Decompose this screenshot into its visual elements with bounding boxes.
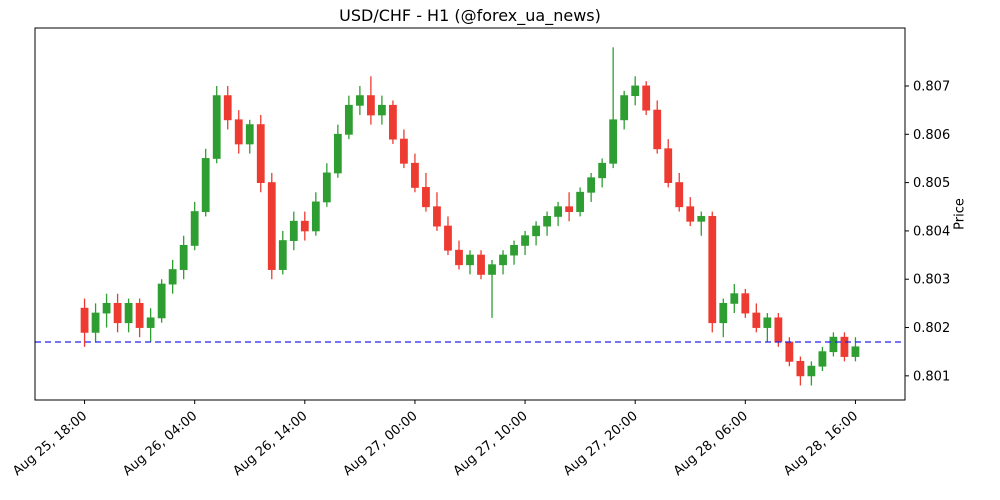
candle	[697, 211, 706, 236]
candle	[554, 201, 563, 227]
candle	[389, 100, 397, 144]
candle	[510, 240, 518, 265]
candle	[477, 250, 485, 280]
candle	[234, 110, 243, 154]
candle	[245, 119, 254, 154]
x-tick-label: Aug 26, 14:00	[230, 409, 310, 479]
y-tick-label: 0.802	[913, 321, 950, 336]
candle	[433, 192, 441, 231]
candle	[818, 346, 827, 372]
candle	[422, 172, 430, 212]
candle	[289, 211, 298, 251]
candle	[333, 124, 342, 178]
candle	[653, 100, 662, 154]
candle	[278, 230, 287, 275]
candle	[796, 356, 805, 386]
y-axis-label: Price	[952, 198, 968, 230]
candle	[686, 197, 695, 227]
candle	[730, 284, 739, 314]
x-tick-label: Aug 28, 16:00	[781, 409, 861, 479]
candle	[311, 192, 320, 236]
candle	[190, 201, 199, 251]
candle	[366, 76, 375, 125]
candle	[521, 230, 529, 256]
y-tick-label: 0.806	[913, 128, 950, 143]
candle	[157, 279, 166, 323]
y-tick-label: 0.804	[913, 224, 950, 239]
candle	[763, 313, 772, 343]
chart-title: USD/CHF - H1 (@forex_ua_news)	[339, 6, 601, 25]
candle	[609, 47, 618, 169]
candle	[322, 163, 331, 207]
candle	[851, 337, 860, 362]
candle	[719, 298, 728, 338]
x-tick-label: Aug 26, 04:00	[120, 409, 200, 479]
candles-group	[80, 47, 860, 386]
candle	[377, 95, 386, 125]
candle	[135, 298, 144, 338]
candle	[411, 153, 419, 193]
x-tick-label: Aug 27, 20:00	[561, 409, 641, 479]
candle	[587, 172, 596, 202]
candle	[267, 172, 276, 280]
y-tick-label: 0.803	[913, 273, 950, 288]
candle	[91, 303, 100, 343]
candle	[664, 139, 673, 188]
candle	[300, 211, 309, 241]
candle	[444, 216, 452, 256]
candle	[532, 221, 540, 246]
candle	[212, 85, 221, 164]
candle	[752, 303, 761, 333]
candle	[113, 293, 122, 333]
y-tick-label: 0.805	[913, 176, 950, 191]
candle	[543, 211, 551, 236]
candle	[488, 259, 496, 318]
x-tick-label: Aug 28, 06:00	[671, 409, 751, 479]
plot-frame	[34, 27, 906, 401]
candle	[807, 361, 816, 386]
candle	[741, 288, 750, 318]
candle	[256, 114, 265, 193]
candle	[840, 332, 849, 362]
candle	[80, 298, 89, 347]
candle	[168, 259, 177, 294]
candle	[598, 158, 607, 188]
candle	[675, 172, 684, 212]
candle	[146, 308, 155, 343]
y-tick-label: 0.807	[913, 79, 950, 94]
candle	[829, 332, 838, 357]
candle	[223, 85, 232, 130]
candle	[499, 250, 507, 275]
candle	[642, 81, 651, 115]
x-tick-label: Aug 25, 18:00	[10, 409, 90, 479]
candle	[400, 129, 408, 169]
y-tick-label: 0.801	[913, 369, 950, 384]
candle	[565, 192, 574, 222]
candle	[124, 298, 133, 333]
candle	[201, 148, 210, 217]
candle	[620, 90, 629, 130]
candle	[344, 95, 353, 140]
candle	[576, 187, 585, 217]
x-tick-label: Aug 27, 10:00	[451, 409, 531, 479]
candle	[708, 211, 717, 333]
candle	[102, 293, 111, 328]
candle	[466, 250, 474, 275]
candle	[631, 76, 640, 106]
x-tick-label: Aug 27, 00:00	[341, 409, 421, 479]
candle	[455, 240, 463, 270]
candle	[179, 235, 188, 280]
candle	[355, 85, 364, 115]
